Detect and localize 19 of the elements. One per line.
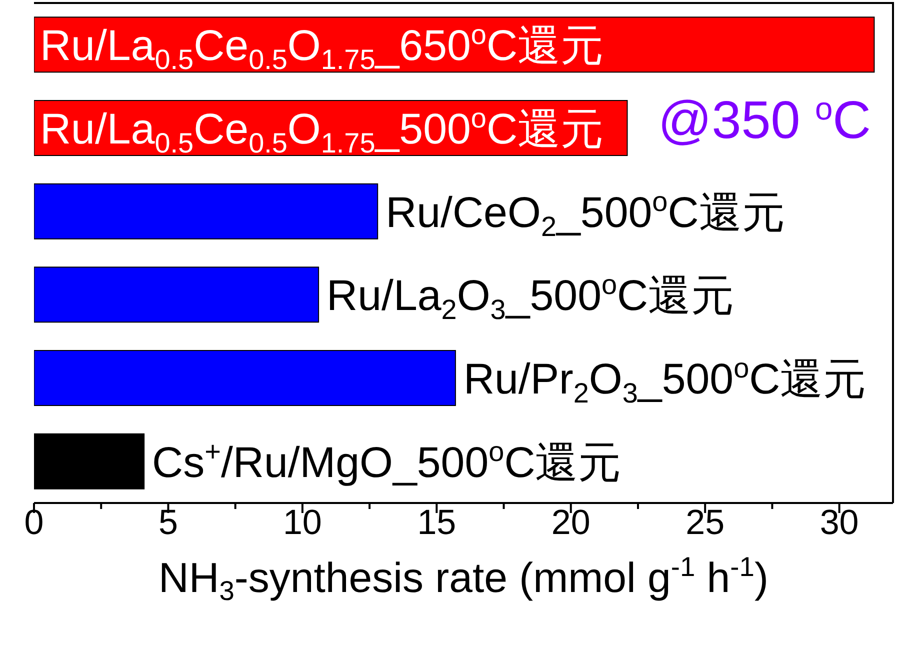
category-label: Ru/La$_{0.5}$Ce$_{0.5}$O$_{1.75}$_650$^{o}$C還元 <box>40 18 604 75</box>
x-tick-label: 10 <box>282 503 322 542</box>
y-tick-label: Cs$^{+}$/Ru/MgO_500$^{o}$C還元 <box>152 435 622 487</box>
x-axis-title: NH$_{3}$-synthesis rate (mmol g$^{-1}$ h$^{-1}$) <box>158 551 768 606</box>
category-label: Ru/La$_{0.5}$Ce$_{0.5}$O$_{1.75}$_500$^{o}$C還元 <box>40 102 604 158</box>
x-tick-label: 25 <box>686 503 725 542</box>
y-tick-label: Ru/CeO$_{2}$_500$^{o}$C還元 <box>386 185 785 242</box>
x-tick-label: 15 <box>417 503 456 542</box>
bar <box>34 183 378 240</box>
bar <box>34 433 145 490</box>
x-tick-label: 20 <box>551 503 590 542</box>
x-tick-label: 5 <box>158 503 178 542</box>
y-tick-label: Ru/La$_{2}$O$_{3}$_500$^{o}$C還元 <box>326 268 734 325</box>
annotation: @350 $^{o}$C <box>658 90 871 150</box>
x-tick-label: 0 <box>24 503 44 542</box>
y-tick-label: Ru/Pr$_{2}$O$_{3}$_500$^{o}$C還元 <box>463 352 866 408</box>
bar <box>34 266 320 323</box>
x-tick-label: 30 <box>820 503 859 542</box>
bar <box>34 350 456 406</box>
